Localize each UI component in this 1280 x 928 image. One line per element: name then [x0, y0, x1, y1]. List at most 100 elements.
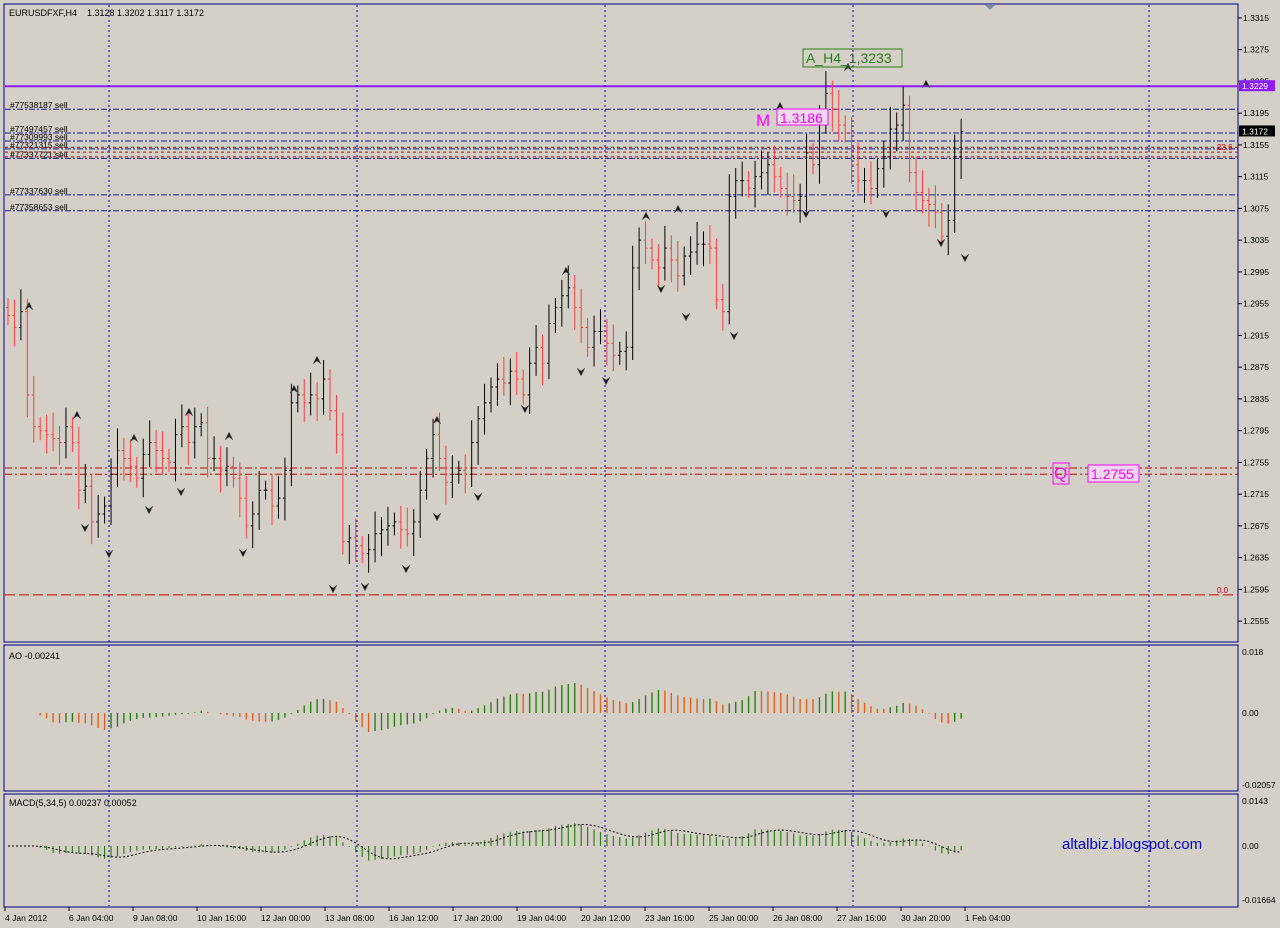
price-tick-label: 1.2915 — [1243, 330, 1269, 340]
price-tick-label: 1.3275 — [1243, 45, 1269, 55]
time-tick-label: 25 Jan 00:00 — [709, 913, 758, 923]
time-tick-label: 30 Jan 20:00 — [901, 913, 950, 923]
fibo-label: 0.0 — [1217, 586, 1229, 595]
fractal-down-icon — [238, 548, 248, 558]
price-tick-label: 1.2835 — [1243, 394, 1269, 404]
price-tick-label: 1.2595 — [1243, 584, 1269, 594]
marked-price-badge — [1239, 80, 1275, 92]
macd-signal-line — [8, 823, 962, 860]
price-tick-label: 1.3315 — [1243, 13, 1269, 23]
time-tick-label: 16 Jan 12:00 — [389, 913, 438, 923]
ao-panel-frame — [3, 644, 1239, 792]
price-tick-label: 1.2675 — [1243, 521, 1269, 531]
fractal-down-icon — [656, 284, 666, 294]
ao-tick-label: -0.02057 — [1242, 780, 1276, 790]
q-marker-label: Q — [1054, 464, 1067, 483]
time-tick-label: 13 Jan 08:00 — [325, 913, 374, 923]
fractal-down-icon — [104, 549, 114, 559]
macd-panel[interactable]: MACD(5,34,5) 0.00237 0.00052 altalbiz.bl… — [3, 793, 1239, 908]
macd-tick-label: 0.0143 — [1242, 796, 1268, 806]
time-tick-label: 23 Jan 16:00 — [645, 913, 694, 923]
price-tick-label: 1.3195 — [1243, 108, 1269, 118]
order-label: #77538187 sell — [10, 100, 68, 110]
time-tick-label: 20 Jan 12:00 — [581, 913, 630, 923]
time-tick-label: 6 Jan 04:00 — [69, 913, 114, 923]
fractal-down-icon — [681, 312, 691, 322]
q-marker-box — [1052, 462, 1070, 485]
marked-price-label: 1.3229 — [1242, 81, 1268, 91]
fractal-up-icon — [24, 301, 34, 311]
price-panel[interactable]: #77538187 sell #77497457 sell#77309993 se… — [3, 3, 1239, 643]
q-price-box — [1087, 464, 1140, 483]
fractal-down-icon — [881, 209, 891, 219]
fractal-up-icon — [224, 431, 234, 441]
price-tick-label: 1.3035 — [1243, 235, 1269, 245]
watermark-text: altalbiz.blogspot.com — [1062, 836, 1202, 853]
fractal-up-icon — [921, 79, 931, 89]
fractal-down-icon — [176, 487, 186, 497]
price-tick-label: 1.2555 — [1243, 616, 1269, 626]
time-tick-label: 12 Jan 00:00 — [261, 913, 310, 923]
time-tick-label: 27 Jan 16:00 — [837, 913, 886, 923]
fractal-down-icon — [601, 376, 611, 386]
time-tick-label: 10 Jan 16:00 — [197, 913, 246, 923]
fractal-down-icon — [936, 238, 946, 248]
order-label: #77337721 sell — [10, 149, 68, 159]
price-tick-label: 1.3115 — [1243, 172, 1269, 182]
time-tick-label: 1 Feb 04:00 — [965, 913, 1011, 923]
fractal-up-icon — [129, 433, 139, 443]
price-tick-label: 1.2635 — [1243, 553, 1269, 563]
price-tick-label: 1.2755 — [1243, 457, 1269, 467]
price-tick-label: 1.2795 — [1243, 426, 1269, 436]
time-tick-label: 9 Jan 08:00 — [133, 913, 178, 923]
fractal-up-icon — [641, 211, 651, 221]
fractal-up-icon — [72, 410, 82, 420]
ao-tick-label: 0.018 — [1242, 647, 1264, 657]
fractal-down-icon — [520, 404, 530, 414]
fractal-down-icon — [80, 523, 90, 533]
fractal-down-icon — [801, 209, 811, 219]
fractal-up-icon — [289, 384, 299, 394]
fractal-up-icon — [312, 355, 322, 365]
fractal-down-icon — [576, 367, 586, 377]
shift-marker-icon[interactable] — [985, 5, 995, 10]
price-tick-label: 1.3155 — [1243, 140, 1269, 150]
price-tick-label: 1.3075 — [1243, 203, 1269, 213]
ohlc-label: 1.3128 1.3202 1.3117 1.3172 — [87, 8, 204, 18]
ao-panel[interactable]: AO -0.00241 — [3, 644, 1239, 792]
fractal-down-icon — [432, 512, 442, 522]
fractal-down-icon — [960, 253, 970, 263]
m-price-box — [776, 108, 829, 126]
m-marker-label: M — [756, 111, 770, 130]
axes: 1.33151.32751.32351.31951.31551.31151.30… — [4, 13, 1276, 923]
current-price-label: 1.3172 — [1242, 126, 1268, 136]
time-tick-label: 26 Jan 08:00 — [773, 913, 822, 923]
fractal-down-icon — [144, 505, 154, 515]
price-tick-label: 1.2875 — [1243, 362, 1269, 372]
fractal-down-icon — [729, 331, 739, 341]
order-label: #77321315 sell — [10, 140, 68, 150]
order-label: #77358653 sell — [10, 202, 68, 212]
fractal-up-icon — [673, 204, 683, 214]
price-tick-label: 1.2995 — [1243, 267, 1269, 277]
fractal-down-icon — [328, 584, 338, 594]
fractal-up-icon — [561, 266, 571, 276]
order-label: #77337630 sell — [10, 186, 68, 196]
current-price-badge — [1239, 125, 1275, 137]
macd-tick-label: 0.00 — [1242, 841, 1259, 851]
time-grid — [108, 5, 1150, 906]
fractal-down-icon — [360, 582, 370, 592]
q-price-label: 1.2755 — [1091, 466, 1134, 482]
order-label: #77497457 sell — [10, 124, 68, 134]
fractal-down-icon — [473, 492, 483, 502]
macd-panel-frame — [3, 793, 1239, 908]
m-price-label: 1.3186 — [780, 110, 823, 126]
price-tick-label: 1.2715 — [1243, 489, 1269, 499]
macd-tick-label: -0.01664 — [1242, 895, 1276, 905]
symbol-label: EURUSDFXF,H4 — [9, 8, 77, 18]
fractal-up-icon — [432, 415, 442, 425]
time-tick-label: 19 Jan 04:00 — [517, 913, 566, 923]
price-tick-label: 1.2955 — [1243, 299, 1269, 309]
ao-tick-label: 0.00 — [1242, 708, 1259, 718]
